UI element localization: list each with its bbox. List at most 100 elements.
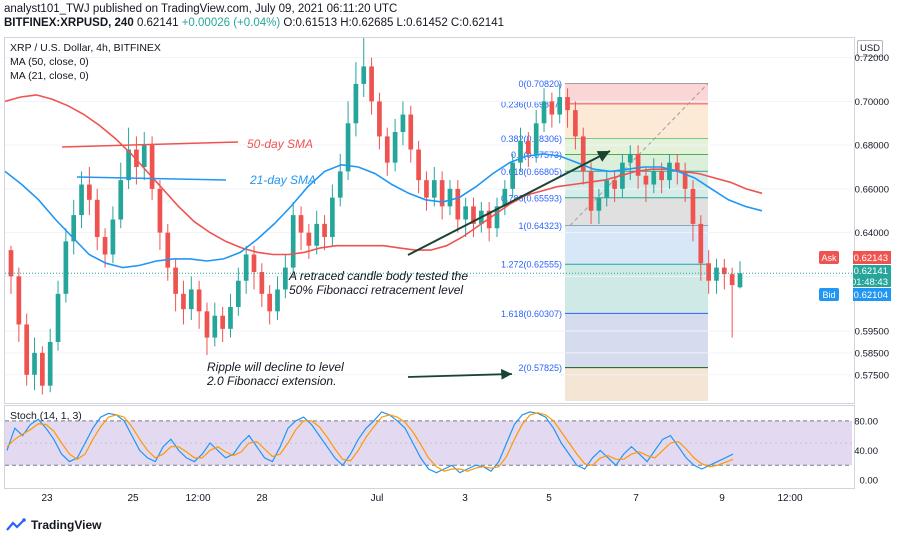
candle-body xyxy=(235,280,241,307)
candle-body xyxy=(63,241,69,294)
candle-body xyxy=(345,123,351,172)
fib-label: 0.382(0.68306) xyxy=(501,134,562,144)
candle-body xyxy=(604,180,610,198)
time-tick: 12:00 xyxy=(777,493,802,504)
candle-body xyxy=(651,171,657,185)
candle-body xyxy=(275,289,280,312)
decline-text-2: 2.0 Fibonacci extension. xyxy=(206,374,336,388)
candle-body xyxy=(706,263,711,281)
candle-body xyxy=(526,140,531,154)
ohlc-values: O:0.61513 H:0.62685 L:0.61452 C:0.62141 xyxy=(283,17,504,29)
candle-body xyxy=(439,180,445,207)
moving-averages xyxy=(4,94,763,269)
time-tick: 28 xyxy=(256,493,268,504)
fib-zone xyxy=(565,313,708,368)
candle-body xyxy=(267,293,273,312)
candle-body xyxy=(55,293,61,342)
tradingview-logo[interactable]: TradingView xyxy=(6,518,101,532)
stoch-tick: 40.00 xyxy=(854,446,878,457)
candle-body xyxy=(682,171,688,189)
currency-button[interactable]: USD xyxy=(857,40,883,57)
candle-body xyxy=(243,254,249,281)
time-axis: 23 25 12:00 28 Jul 3 5 7 9 12:00 xyxy=(41,493,803,504)
candle-body xyxy=(102,236,108,255)
price-pane[interactable] xyxy=(4,37,855,404)
ma21-legend: MA (21, close, 0) xyxy=(10,70,89,82)
price-tick: 0.64000 xyxy=(855,228,889,239)
candle-body xyxy=(181,293,186,310)
ask-price-tag xyxy=(853,251,891,264)
ask-tag xyxy=(819,251,839,264)
candle-body xyxy=(126,149,131,181)
stoch-pane[interactable] xyxy=(4,405,855,489)
candle-body xyxy=(580,136,586,172)
bid-price-tag xyxy=(853,288,891,301)
candle-body xyxy=(94,199,100,237)
candle-body xyxy=(494,206,500,229)
brand-label: TradingView xyxy=(31,518,102,532)
price-tick: 0.66000 xyxy=(855,184,889,195)
countdown-label: 01:48:43 xyxy=(851,277,888,288)
candle-body xyxy=(47,341,53,386)
ask-label: Ask xyxy=(821,253,837,263)
candle-body xyxy=(557,97,563,115)
candle-body xyxy=(659,171,664,181)
candle-body xyxy=(157,188,163,233)
candle-body xyxy=(612,180,617,189)
sma21-trendline xyxy=(76,176,227,181)
symbol-label: BITFINEX:XRPUSD, 240 xyxy=(4,17,134,29)
fib-zone xyxy=(565,225,708,265)
bid-label: Bid xyxy=(822,290,835,300)
candle-body xyxy=(204,311,210,338)
candle-body xyxy=(635,153,641,176)
candle-body xyxy=(330,197,335,237)
candle-body xyxy=(690,188,696,224)
time-tick: 25 xyxy=(127,493,139,504)
price-tick: 0.70000 xyxy=(855,97,889,108)
candle-body xyxy=(667,162,672,181)
candle-body xyxy=(298,215,304,233)
candle-body xyxy=(588,171,594,211)
publish-info: analyst101_TWJ published on TradingView.… xyxy=(4,3,398,15)
stoch-tick: 80.00 xyxy=(854,416,878,427)
time-tick: 23 xyxy=(41,493,53,504)
price-tick: 0.58500 xyxy=(855,348,889,359)
stoch-legend: Stoch (14, 1, 3) xyxy=(10,410,82,422)
fib-zone xyxy=(565,197,708,226)
candle-body xyxy=(134,149,139,168)
candle-body xyxy=(24,324,30,375)
candle-body xyxy=(40,352,45,386)
candle-body xyxy=(643,175,649,185)
candle-body xyxy=(502,188,508,207)
fib-label: 1.618(0.60307) xyxy=(501,309,562,319)
time-tick: Jul xyxy=(371,493,384,504)
time-tick: 7 xyxy=(633,493,639,504)
sma50-trendline xyxy=(61,141,239,148)
candle-body xyxy=(549,101,555,115)
candle-body xyxy=(79,184,84,216)
candle-body xyxy=(16,276,22,325)
candle-body xyxy=(283,267,288,290)
candle-body xyxy=(533,123,539,154)
candle-body xyxy=(541,101,547,124)
price-tick: 0.59500 xyxy=(855,327,889,338)
candle-body xyxy=(518,140,523,163)
grid xyxy=(5,57,852,376)
price-change: +0.00026 (+0.04%) xyxy=(181,17,281,29)
ma21-line xyxy=(4,153,763,269)
candle-body xyxy=(627,153,633,163)
candle-body xyxy=(322,223,327,237)
fib-zone xyxy=(565,83,708,104)
stoch-k-line xyxy=(6,411,734,474)
candle-body xyxy=(306,232,312,246)
ma50-line xyxy=(4,94,763,256)
tradingview-icon xyxy=(6,518,26,531)
fib-label: 0.236(0.69887) xyxy=(501,99,562,109)
candle-body xyxy=(337,171,343,198)
candle-body xyxy=(259,271,265,294)
candle-body xyxy=(8,250,14,277)
candle-body xyxy=(721,267,727,275)
last-price-tag xyxy=(853,265,891,287)
candle-body xyxy=(290,215,296,268)
